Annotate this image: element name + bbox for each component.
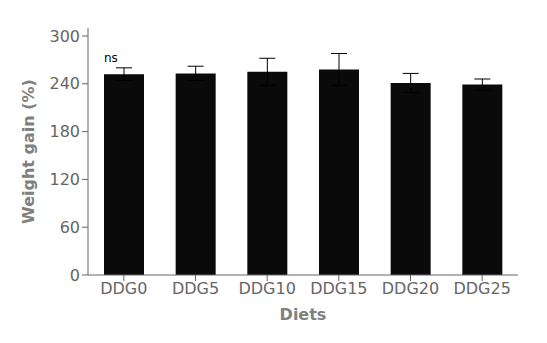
svg-text:DDG25: DDG25 [453, 279, 510, 298]
svg-text:Weight gain (%): Weight gain (%) [19, 79, 38, 224]
svg-text:ns: ns [104, 51, 118, 65]
svg-text:Diets: Diets [280, 305, 327, 324]
svg-text:240: 240 [49, 74, 80, 93]
svg-text:DDG10: DDG10 [238, 279, 295, 298]
svg-text:DDG5: DDG5 [172, 279, 219, 298]
svg-text:0: 0 [70, 266, 80, 285]
svg-text:300: 300 [49, 27, 80, 46]
svg-text:180: 180 [49, 122, 80, 141]
svg-text:DDG20: DDG20 [382, 279, 439, 298]
svg-text:DDG0: DDG0 [100, 279, 147, 298]
svg-text:60: 60 [60, 218, 80, 237]
svg-text:120: 120 [49, 170, 80, 189]
svg-text:DDG15: DDG15 [310, 279, 367, 298]
